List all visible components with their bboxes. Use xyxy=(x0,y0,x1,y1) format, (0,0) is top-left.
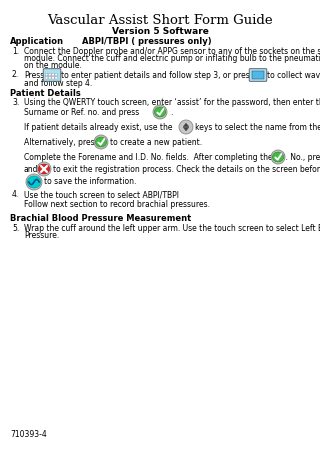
Text: Connect the Doppler probe and/or APPG sensor to any of the sockets on the side o: Connect the Doppler probe and/or APPG se… xyxy=(24,47,320,56)
FancyBboxPatch shape xyxy=(45,77,48,79)
Text: and: and xyxy=(24,165,38,174)
FancyBboxPatch shape xyxy=(249,69,267,81)
FancyBboxPatch shape xyxy=(49,73,51,76)
FancyBboxPatch shape xyxy=(49,77,51,79)
Circle shape xyxy=(26,174,42,190)
Text: 3.: 3. xyxy=(12,98,19,107)
Polygon shape xyxy=(183,123,189,127)
Text: Brachial Blood Pressure Measurement: Brachial Blood Pressure Measurement xyxy=(10,214,191,223)
Text: Use the touch screen to select ABPI/TBPI: Use the touch screen to select ABPI/TBPI xyxy=(24,190,179,199)
Text: Pressure.: Pressure. xyxy=(24,231,59,240)
Text: to collect waveforms: to collect waveforms xyxy=(267,72,320,81)
FancyBboxPatch shape xyxy=(43,69,61,81)
Ellipse shape xyxy=(27,176,41,188)
Text: Press: Press xyxy=(24,72,44,81)
Text: Patient Details: Patient Details xyxy=(10,89,81,98)
Text: to enter patient details and follow step 3, or press: to enter patient details and follow step… xyxy=(61,72,254,81)
Polygon shape xyxy=(183,127,189,131)
Text: module. Connect the cuff and electric pump or inflating bulb to the pneumatic co: module. Connect the cuff and electric pu… xyxy=(24,54,320,63)
Text: .: . xyxy=(170,108,172,117)
Text: to save the information.: to save the information. xyxy=(44,177,136,186)
Text: Application: Application xyxy=(10,37,64,46)
Text: Surname or Ref. no. and press: Surname or Ref. no. and press xyxy=(24,108,139,117)
Circle shape xyxy=(153,105,167,119)
Text: 1.: 1. xyxy=(12,47,19,56)
Circle shape xyxy=(94,135,108,149)
FancyBboxPatch shape xyxy=(52,73,54,76)
Text: 5.: 5. xyxy=(12,224,19,233)
FancyBboxPatch shape xyxy=(55,77,58,79)
Text: ABPI/TBPI ( pressures only): ABPI/TBPI ( pressures only) xyxy=(82,37,212,46)
Circle shape xyxy=(179,120,193,134)
FancyBboxPatch shape xyxy=(252,71,264,78)
Text: to create a new patient.: to create a new patient. xyxy=(110,138,202,147)
Circle shape xyxy=(271,150,285,164)
Text: 4.: 4. xyxy=(12,190,19,199)
Text: Complete the Forename and I.D. No. fields.  After completing the I.D. No., press: Complete the Forename and I.D. No. field… xyxy=(24,153,320,162)
Ellipse shape xyxy=(38,164,50,174)
Text: to exit the registration process. Check the details on the screen before pressin: to exit the registration process. Check … xyxy=(53,165,320,174)
Circle shape xyxy=(37,162,51,176)
Text: Follow next section to record brachial pressures.: Follow next section to record brachial p… xyxy=(24,200,210,209)
Text: 2.: 2. xyxy=(12,70,19,79)
Text: Wrap the cuff around the left upper arm. Use the touch screen to select Left Bra: Wrap the cuff around the left upper arm.… xyxy=(24,224,320,233)
Ellipse shape xyxy=(272,152,284,162)
Text: Vascular Assist Short Form Guide: Vascular Assist Short Form Guide xyxy=(47,14,273,27)
Text: If patient details already exist, use the: If patient details already exist, use th… xyxy=(24,123,172,132)
Text: keys to select the name from the list.: keys to select the name from the list. xyxy=(195,123,320,132)
FancyBboxPatch shape xyxy=(55,73,58,76)
Text: and follow step 4.: and follow step 4. xyxy=(24,78,92,87)
Text: Version 5 Software: Version 5 Software xyxy=(112,27,208,36)
Text: on the module.: on the module. xyxy=(24,61,82,70)
Text: Using the QWERTY touch screen, enter ‘assist’ for the password, then enter the p: Using the QWERTY touch screen, enter ‘as… xyxy=(24,98,320,107)
Text: 710393-4: 710393-4 xyxy=(10,430,47,439)
Text: Alternatively, press: Alternatively, press xyxy=(24,138,99,147)
FancyBboxPatch shape xyxy=(45,73,48,76)
FancyBboxPatch shape xyxy=(52,77,54,79)
Ellipse shape xyxy=(155,107,166,117)
Ellipse shape xyxy=(95,137,107,147)
